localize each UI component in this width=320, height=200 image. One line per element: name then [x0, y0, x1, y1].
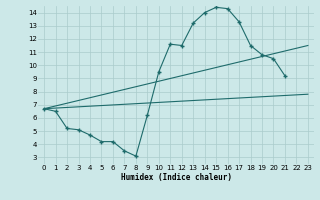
- X-axis label: Humidex (Indice chaleur): Humidex (Indice chaleur): [121, 173, 231, 182]
